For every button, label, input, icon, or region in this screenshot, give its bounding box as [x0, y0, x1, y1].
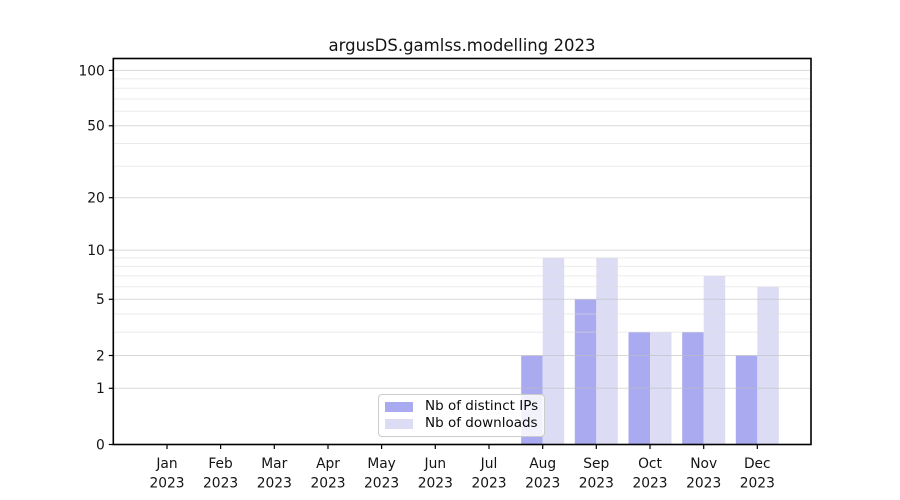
x-tick-label-month-jan: Jan: [155, 456, 177, 472]
x-axis: Jan 2023 Feb 2023 Mar 2023 Apr 2023 May 2023 Jun 20…: [149, 444, 775, 492]
y-tick-label-1: 1: [96, 381, 105, 397]
legend-item-distinct-ips: Nb of distinct IPs: [385, 400, 538, 414]
bar-dec-distinct-ips: [735, 355, 758, 445]
legend-label-downloads: Nb of downloads: [425, 415, 538, 432]
chart-title: argusDS.gamlss.modelling 2023: [328, 36, 596, 55]
y-tick-label-2: 2: [96, 348, 105, 364]
x-tick-label-year-dec: 2023: [740, 476, 775, 492]
y-tick-label-50: 50: [87, 119, 105, 135]
bar-aug-downloads: [542, 257, 565, 445]
x-tick-label-month-jun: Jun: [424, 456, 447, 472]
x-tick-label-year-may: 2023: [364, 476, 399, 492]
x-tick-label-month-may: May: [367, 456, 396, 472]
x-tick-label-year-aug: 2023: [525, 476, 560, 492]
legend-label-distinct-ips: Nb of distinct IPs: [425, 398, 539, 415]
gridlines-layer: [113, 69, 811, 389]
x-tick-label-month-apr: Apr: [316, 456, 340, 472]
y-tick-label-20: 20: [87, 191, 105, 207]
x-tick-label-month-jul: Jul: [480, 456, 498, 472]
x-tick-label-year-jun: 2023: [418, 476, 453, 492]
legend-swatch-distinct-ips: [385, 402, 413, 413]
x-tick-label-year-jul: 2023: [471, 476, 506, 492]
bar-nov-downloads: [703, 275, 726, 445]
x-tick-label-month-feb: Feb: [208, 456, 232, 472]
x-tick-label-month-oct: Oct: [638, 456, 662, 472]
bar-sep-downloads: [596, 257, 618, 445]
x-tick-label-year-jan: 2023: [149, 476, 184, 492]
y-tick-label-0: 0: [96, 437, 105, 453]
bars-layer: [521, 257, 779, 445]
y-tick-label-10: 10: [87, 243, 105, 259]
legend-item-downloads: Nb of downloads: [385, 417, 538, 431]
plot-border: [112, 57, 812, 446]
x-tick-label-month-aug: Aug: [529, 456, 556, 472]
x-tick-label-year-oct: 2023: [632, 476, 667, 492]
y-tick-label-5: 5: [96, 292, 105, 308]
x-tick-label-year-feb: 2023: [203, 476, 238, 492]
x-tick-label-month-nov: Nov: [690, 456, 717, 472]
x-tick-label-month-sep: Sep: [583, 456, 609, 472]
y-axis: 0 1 2 5 10 20 50 100: [78, 63, 114, 453]
x-tick-label-month-mar: Mar: [261, 456, 287, 472]
bar-dec-downloads: [757, 286, 779, 445]
bar-sep-distinct-ips: [574, 299, 597, 445]
legend-swatch-downloads: [385, 418, 413, 429]
y-tick-label-100: 100: [78, 63, 104, 79]
x-tick-label-year-mar: 2023: [257, 476, 292, 492]
x-tick-label-year-apr: 2023: [310, 476, 345, 492]
x-tick-label-year-sep: 2023: [579, 476, 614, 492]
legend: Nb of distinct IPs Nb of downloads: [378, 394, 545, 437]
x-tick-label-month-dec: Dec: [744, 456, 771, 472]
x-tick-label-year-nov: 2023: [686, 476, 721, 492]
